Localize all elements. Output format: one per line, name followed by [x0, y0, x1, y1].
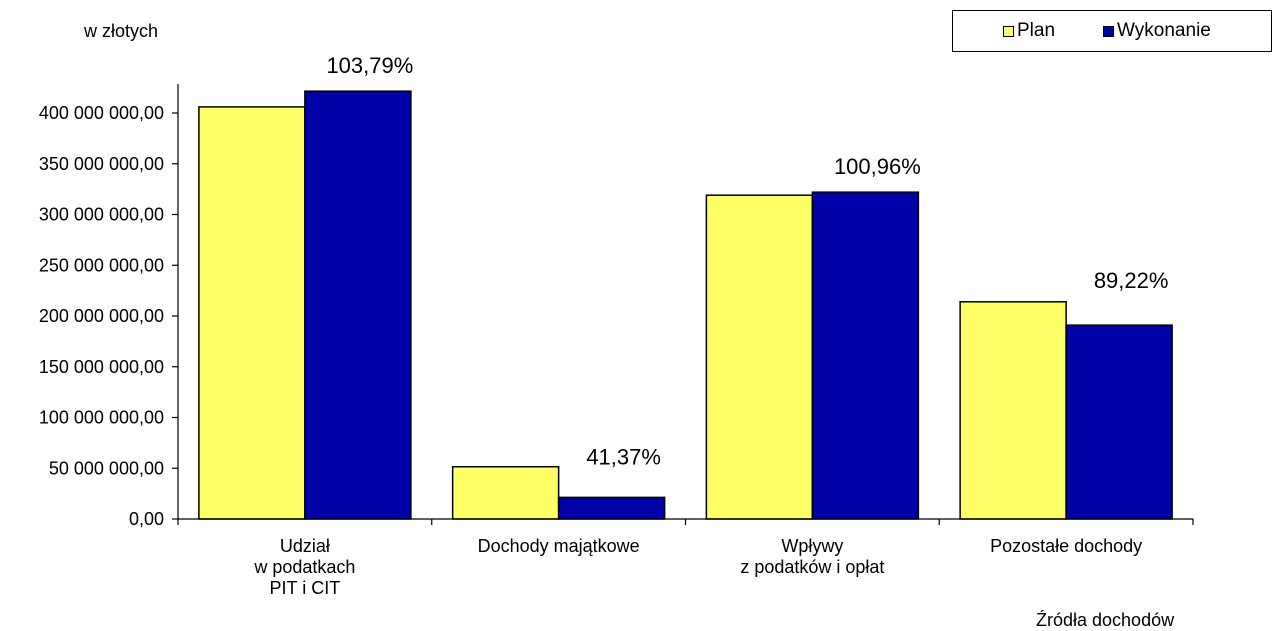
y-tick-label: 250 000 000,00	[39, 255, 164, 275]
x-tick-label-line: Pozostałe dochody	[990, 536, 1143, 556]
legend-item-wykonanie: Wykonanie	[1103, 20, 1211, 42]
bar-wykonanie	[811, 191, 920, 520]
y-tick-label: 100 000 000,00	[39, 408, 164, 428]
x-tick-label-line: z podatków i opłat	[740, 557, 885, 577]
x-tick-label: Wpływy z podatków i opłat	[692, 536, 932, 578]
x-tick-label-line: Dochody majątkowe	[477, 536, 640, 556]
bar-plan	[959, 301, 1067, 520]
bar-plan	[451, 465, 560, 520]
bar-plan	[198, 106, 306, 520]
y-axis-title: w złotych	[84, 21, 159, 41]
x-tick-label: Dochody majątkowe	[439, 536, 679, 557]
legend-swatch-wykonanie	[1103, 25, 1115, 37]
y-tick-label: 0,00	[129, 509, 164, 529]
percent-label: 103,79%	[326, 53, 413, 78]
bar-wykonanie	[1065, 324, 1173, 520]
percent-label: 100,96%	[834, 154, 921, 179]
y-tick-label: 150 000 000,00	[39, 357, 164, 377]
bar-wykonanie	[557, 496, 666, 520]
x-tick-label-line: Wpływy	[781, 536, 844, 556]
legend: Plan Wykonanie	[952, 10, 1272, 52]
percent-label: 89,22%	[1094, 268, 1169, 293]
bar-wykonanie	[304, 90, 412, 520]
y-tick-label: 400 000 000,00	[39, 103, 164, 123]
x-tick-label: Udział w podatkach PIT i CIT	[185, 536, 425, 599]
legend-label-wykonanie: Wykonanie	[1117, 20, 1211, 41]
y-tick-label: 200 000 000,00	[39, 306, 164, 326]
x-tick-label-line: Udział	[279, 536, 330, 556]
x-tick-label-line: PIT i CIT	[269, 578, 341, 598]
x-tick-label-line: w podatkach	[254, 557, 356, 577]
legend-label-plan: Plan	[1017, 20, 1056, 41]
y-tick-label: 300 000 000,00	[39, 205, 164, 225]
x-axis-title: Źródła dochodów	[1036, 610, 1175, 630]
legend-swatch-plan	[1003, 25, 1014, 37]
bar-plan	[705, 194, 814, 520]
y-tick-label: 50 000 000,00	[49, 458, 164, 478]
legend-item-plan: Plan	[1003, 20, 1055, 42]
y-tick-label: 350 000 000,00	[39, 154, 164, 174]
percent-label: 41,37%	[586, 445, 661, 470]
x-tick-label: Pozostałe dochody	[946, 536, 1186, 557]
